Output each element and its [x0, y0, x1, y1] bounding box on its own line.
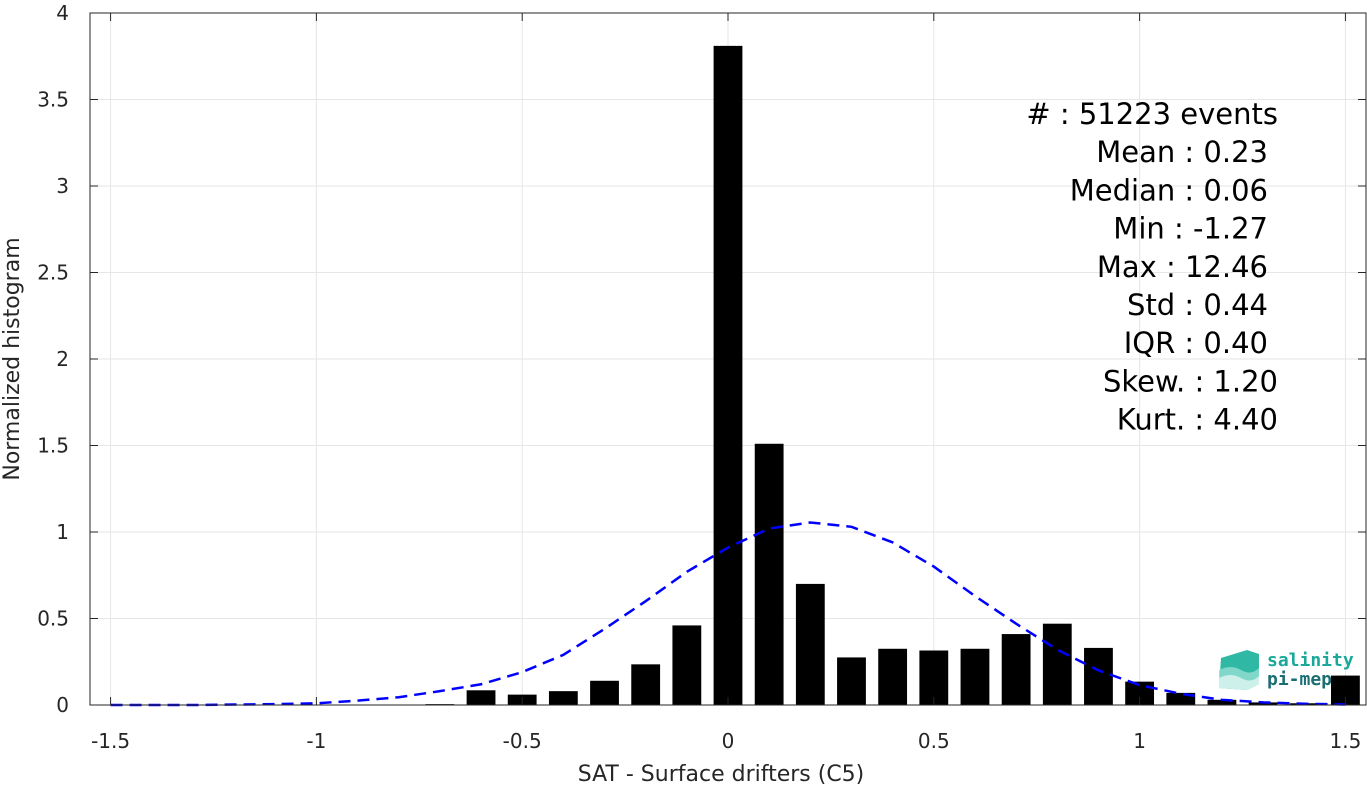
- y-tick-label: 1.5: [37, 434, 69, 458]
- axis-ticks: [90, 12, 1366, 706]
- x-tick-label: -0.5: [503, 729, 542, 753]
- histogram-bar: [1042, 623, 1072, 705]
- logo-text-line1: salinity: [1267, 650, 1354, 671]
- y-tick-label: 0: [56, 693, 69, 717]
- histogram-bar: [1084, 647, 1113, 705]
- stat-line: # : 51223 events: [1026, 97, 1278, 131]
- stat-line: Min : -1.27: [1113, 212, 1268, 246]
- histogram-bar: [466, 690, 496, 705]
- x-axis-label: SAT - Surface drifters (C5): [578, 762, 865, 785]
- histogram-bar: [754, 443, 784, 705]
- histogram-bar: [713, 45, 743, 706]
- fit-curve: [110, 521, 1346, 707]
- stat-line: Mean : 0.23: [1096, 135, 1268, 169]
- histogram-bar: [1001, 634, 1031, 705]
- x-tick-labels: -1.5 -1 -0.5 0 0.5 1 1.5: [91, 729, 1361, 753]
- stat-line: IQR : 0.40: [1124, 326, 1268, 360]
- stat-line: Std : 0.44: [1127, 288, 1268, 322]
- histogram-bar: [795, 583, 825, 705]
- y-tick-label: 2.5: [37, 261, 69, 285]
- y-tick-label: 3: [56, 174, 69, 198]
- logo-waves-icon: [1219, 650, 1259, 690]
- histogram-bar: [548, 691, 578, 705]
- bars: [425, 45, 1360, 706]
- x-tick-label: 0: [722, 729, 735, 753]
- y-tick-label: 1: [56, 520, 69, 544]
- y-tick-label: 3.5: [37, 88, 69, 112]
- statistics-annotation: # : 51223 events Mean : 0.23 Median : 0.06…: [1026, 97, 1278, 437]
- x-tick-label: -1.5: [91, 729, 130, 753]
- stat-line: Median : 0.06: [1070, 173, 1268, 207]
- histogram-bar: [672, 625, 702, 705]
- stat-line: Kurt. : 4.40: [1117, 403, 1278, 437]
- salinity-pi-mep-logo: salinity pi-mep: [1219, 650, 1354, 690]
- y-axis-label: Normalized histogram: [0, 237, 25, 480]
- x-tick-label: -1: [306, 729, 326, 753]
- histogram-bar: [837, 657, 866, 705]
- histogram-bar: [960, 648, 990, 705]
- x-tick-label: 0.5: [918, 729, 950, 753]
- logo-text-line2: pi-mep: [1267, 669, 1332, 690]
- histogram-bar: [878, 648, 908, 705]
- histogram-bar: [631, 664, 661, 705]
- histogram-bar: [919, 650, 949, 705]
- x-tick-label: 1: [1133, 729, 1146, 753]
- stat-line: Skew. : 1.20: [1103, 364, 1278, 398]
- y-tick-labels: 0 0.5 1 1.5 2 2.5 3 3.5 4: [37, 1, 69, 717]
- y-tick-label: 4: [56, 1, 69, 25]
- histogram-bar: [590, 680, 619, 705]
- y-tick-label: 0.5: [37, 607, 69, 631]
- histogram-bar: [1248, 702, 1278, 705]
- x-tick-label: 1.5: [1330, 729, 1362, 753]
- histogram-bar: [1207, 699, 1237, 705]
- y-tick-label: 2: [56, 347, 69, 371]
- stat-line: Max : 12.46: [1097, 250, 1268, 284]
